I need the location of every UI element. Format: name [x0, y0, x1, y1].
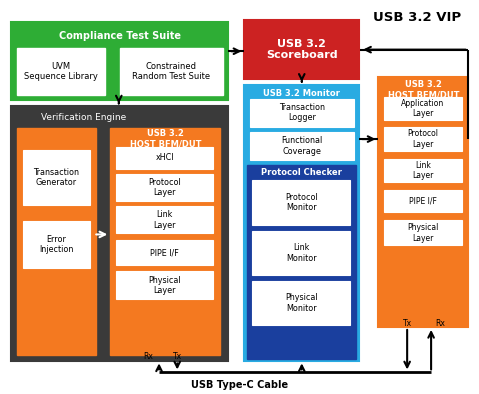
Text: Tx: Tx [172, 352, 182, 361]
Text: Transaction
Logger: Transaction Logger [279, 103, 325, 123]
Text: xHCI: xHCI [156, 154, 174, 162]
Text: USB 3.2
HOST BFM/DUT: USB 3.2 HOST BFM/DUT [129, 129, 201, 149]
Bar [250, 98, 354, 127]
Bar [384, 159, 462, 182]
Bar [116, 174, 213, 201]
Text: Physical
Layer: Physical Layer [407, 223, 439, 243]
Text: Application
Layer: Application Layer [401, 98, 445, 118]
Text: Constrained
Random Test Suite: Constrained Random Test Suite [132, 61, 210, 81]
Bar [244, 85, 359, 361]
Bar [384, 97, 462, 120]
Text: Compliance Test Suite: Compliance Test Suite [59, 31, 181, 41]
Text: UVM
Sequence Library: UVM Sequence Library [24, 61, 98, 81]
Bar [252, 180, 350, 225]
Text: Physical
Monitor: Physical Monitor [285, 293, 318, 313]
Text: Physical
Layer: Physical Layer [148, 275, 181, 295]
Text: Link
Monitor: Link Monitor [286, 243, 317, 263]
Bar [250, 132, 354, 160]
Text: USB 3.2 Monitor: USB 3.2 Monitor [263, 89, 340, 98]
Text: USB 3.2 VIP: USB 3.2 VIP [373, 11, 461, 24]
Bar [116, 240, 213, 265]
Text: USB Type-C Cable: USB Type-C Cable [191, 380, 288, 390]
Bar [116, 147, 213, 169]
Text: Functional
Coverage: Functional Coverage [281, 136, 322, 156]
Text: Link
Layer: Link Layer [154, 210, 176, 230]
Bar [384, 220, 462, 245]
Text: Protocol
Layer: Protocol Layer [408, 129, 438, 149]
Bar [384, 190, 462, 212]
Text: Protocol
Monitor: Protocol Monitor [285, 193, 318, 212]
Text: USB 3.2
HOST BFM/DUT: USB 3.2 HOST BFM/DUT [388, 80, 459, 99]
Bar [116, 271, 213, 299]
Bar [17, 48, 105, 95]
Bar [110, 128, 220, 355]
Text: Tx: Tx [402, 319, 412, 327]
Bar [384, 127, 462, 151]
Bar [378, 77, 468, 327]
Text: PIPE I/F: PIPE I/F [409, 197, 437, 206]
Bar [17, 128, 96, 355]
Bar [23, 150, 90, 205]
Bar [120, 48, 223, 95]
Text: USB 3.2
Scoreboard: USB 3.2 Scoreboard [266, 39, 338, 60]
Text: PIPE I/F: PIPE I/F [150, 248, 179, 257]
Bar [247, 165, 356, 359]
Text: Rx: Rx [436, 319, 445, 327]
Text: Transaction
Generator: Transaction Generator [33, 167, 79, 187]
Bar [11, 106, 228, 361]
Text: Link
Layer: Link Layer [412, 161, 433, 180]
Bar [252, 231, 350, 275]
Text: Protocol Checker: Protocol Checker [261, 168, 342, 177]
Text: Rx: Rx [144, 352, 153, 361]
Bar [11, 22, 228, 100]
Bar [252, 281, 350, 325]
Bar [23, 221, 90, 268]
Text: Protocol
Layer: Protocol Layer [148, 178, 181, 197]
Bar [244, 20, 359, 79]
Text: Verification Engine: Verification Engine [41, 113, 126, 121]
Bar [116, 206, 213, 233]
Text: Error
Injection: Error Injection [39, 234, 73, 254]
